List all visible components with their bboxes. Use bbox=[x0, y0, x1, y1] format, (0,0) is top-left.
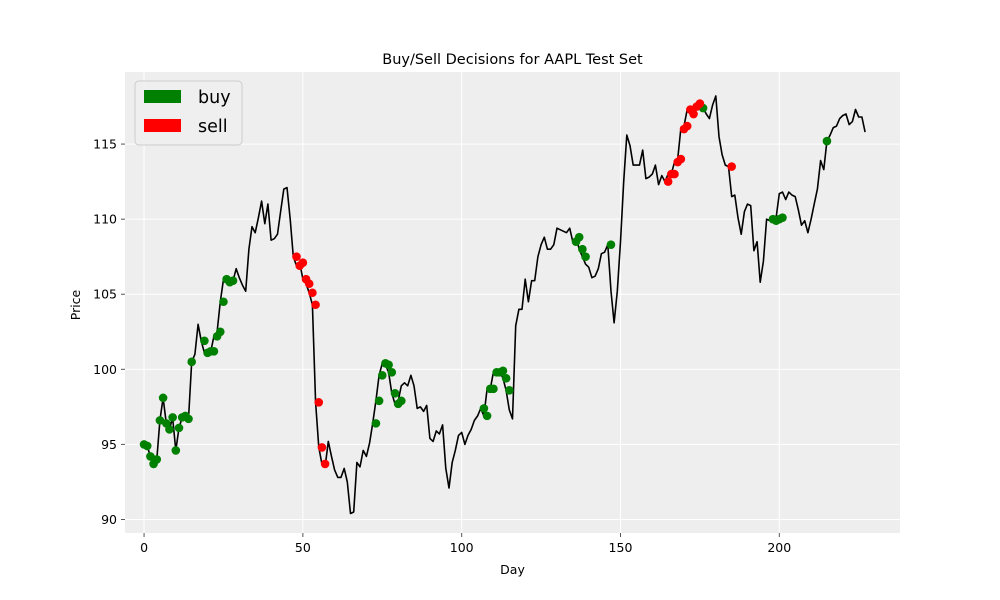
x-tick-label: 150 bbox=[609, 540, 633, 555]
legend: buy sell bbox=[134, 80, 243, 146]
buy-point bbox=[574, 232, 584, 242]
y-axis: 90 95 100 105 110 115 bbox=[93, 137, 125, 527]
buy-point bbox=[171, 446, 181, 455]
grid-lines bbox=[125, 72, 900, 533]
buy-point bbox=[390, 389, 400, 398]
plot-area bbox=[125, 72, 900, 533]
buy-point bbox=[215, 327, 225, 337]
x-axis-label: Day bbox=[500, 562, 525, 577]
buy-markers bbox=[139, 103, 832, 469]
y-axis-label: Price bbox=[68, 289, 83, 320]
x-tick-label: 100 bbox=[450, 540, 474, 555]
sell-point bbox=[308, 288, 317, 298]
sell-point bbox=[676, 154, 686, 164]
buy-point bbox=[158, 393, 168, 403]
sell-point bbox=[298, 258, 308, 268]
buy-point bbox=[397, 396, 406, 406]
sell-point bbox=[689, 109, 698, 119]
price-series bbox=[143, 95, 866, 515]
buy-point bbox=[482, 411, 492, 421]
sell-point bbox=[320, 459, 330, 469]
buy-point bbox=[200, 336, 209, 346]
sell-point bbox=[727, 162, 736, 171]
buy-point bbox=[371, 419, 381, 428]
sell-markers bbox=[292, 99, 736, 469]
buy-point bbox=[387, 368, 397, 377]
y-tick-label: 90 bbox=[101, 512, 117, 527]
buy-point bbox=[498, 366, 508, 376]
buy-point bbox=[184, 414, 193, 424]
sell-point bbox=[682, 121, 692, 131]
buy-point bbox=[165, 425, 174, 434]
buy-point bbox=[479, 404, 489, 413]
buy-point bbox=[384, 360, 393, 370]
legend-label-buy: buy bbox=[198, 88, 231, 108]
x-tick-label: 0 bbox=[140, 540, 148, 555]
buy-point bbox=[377, 371, 387, 380]
buy-point bbox=[822, 136, 832, 146]
legend-swatch-buy bbox=[144, 90, 181, 103]
buy-point bbox=[606, 240, 616, 249]
y-tick-label: 100 bbox=[93, 362, 117, 377]
legend-label-sell: sell bbox=[198, 117, 228, 137]
buy-point bbox=[489, 384, 498, 394]
buy-point bbox=[581, 252, 590, 262]
buy-point bbox=[578, 244, 587, 254]
price-line bbox=[143, 95, 866, 515]
y-tick-label: 110 bbox=[93, 212, 117, 227]
buy-point bbox=[187, 357, 197, 367]
y-tick-label: 105 bbox=[93, 287, 117, 302]
buy-point bbox=[505, 386, 514, 395]
sell-point bbox=[695, 99, 705, 108]
buy-point bbox=[228, 276, 238, 286]
x-tick-label: 200 bbox=[767, 540, 791, 555]
sell-point bbox=[311, 300, 320, 310]
buy-point bbox=[152, 455, 162, 464]
buy-point bbox=[219, 297, 228, 307]
x-tick-label: 50 bbox=[295, 540, 311, 555]
buy-point bbox=[209, 347, 219, 356]
buy-point bbox=[168, 413, 177, 422]
sell-point bbox=[314, 398, 324, 407]
sell-point bbox=[304, 279, 314, 289]
legend-swatch-sell bbox=[144, 119, 181, 132]
y-tick-label: 115 bbox=[93, 137, 117, 152]
buy-point bbox=[374, 396, 384, 406]
sell-point bbox=[317, 443, 327, 452]
sell-point bbox=[663, 177, 673, 186]
buy-point bbox=[501, 374, 511, 383]
x-axis: 0 50 100 150 200 bbox=[140, 533, 791, 555]
sell-point bbox=[670, 169, 679, 179]
buy-point bbox=[142, 441, 152, 451]
y-tick-label: 95 bbox=[101, 437, 117, 452]
buy-point bbox=[174, 423, 184, 433]
sell-point bbox=[292, 252, 301, 262]
chart-title: Buy/Sell Decisions for AAPL Test Set bbox=[382, 52, 643, 68]
buy-point bbox=[778, 213, 787, 222]
